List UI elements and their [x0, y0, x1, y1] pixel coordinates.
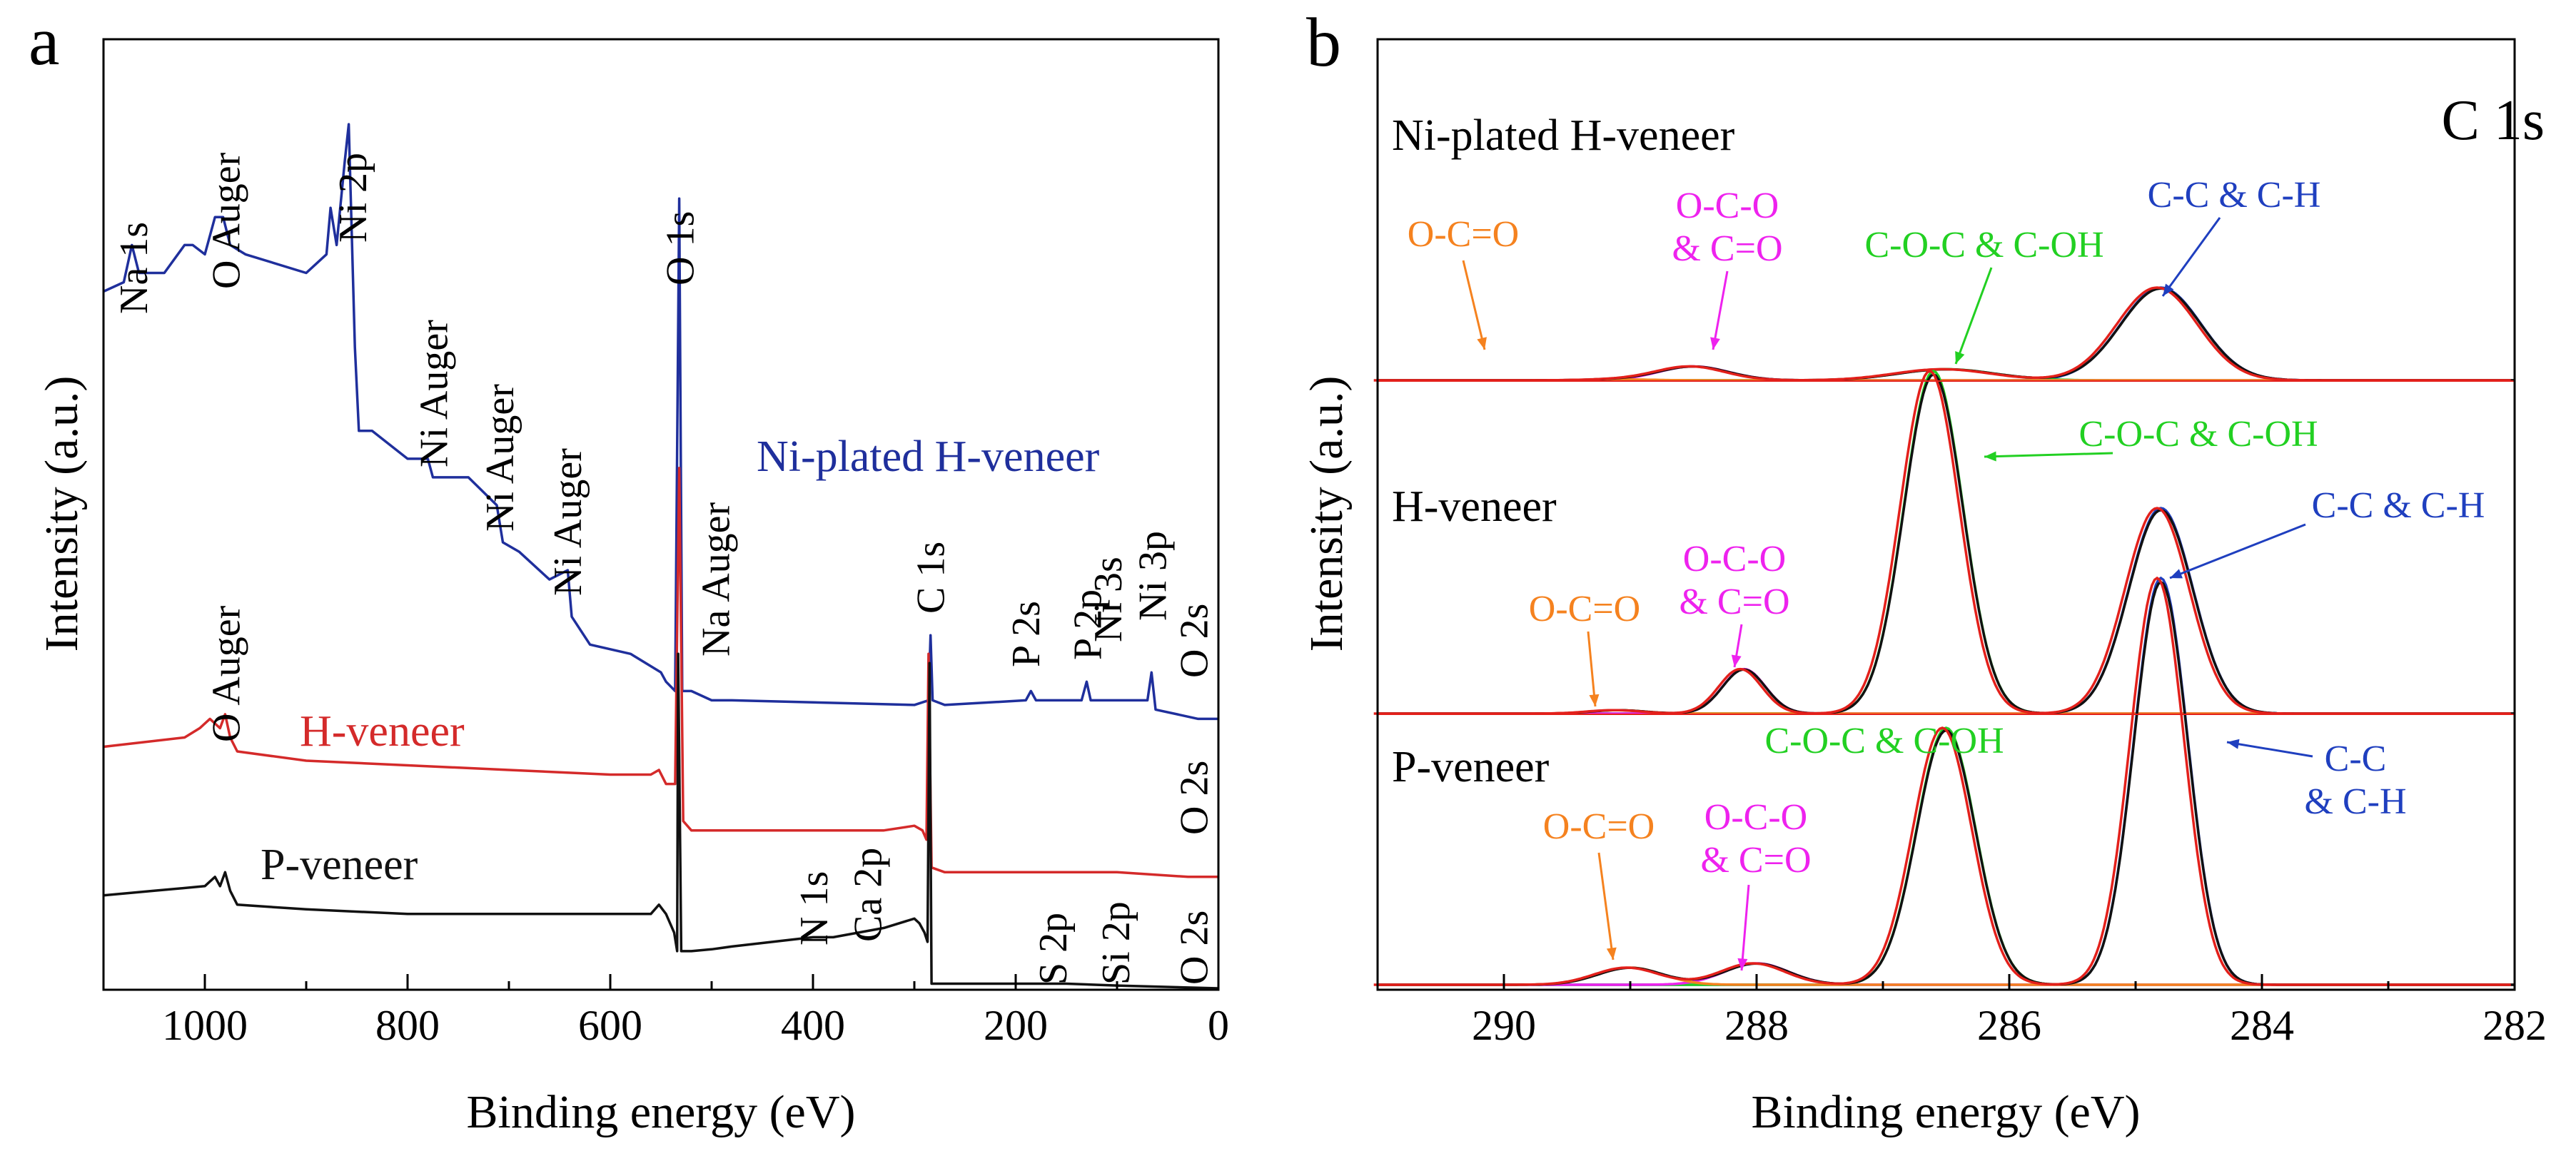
peak-label-4: Ni Auger — [478, 384, 522, 532]
peak-label-18: S 2p — [1031, 913, 1076, 985]
panel-b-frame — [1376, 38, 2516, 991]
panel-b-curves — [1373, 286, 2515, 986]
arrow-ni-occ — [1462, 260, 1486, 350]
arrow-ni-oco — [1712, 270, 1729, 350]
p-co-label: & C=O — [1700, 840, 1811, 881]
arrow-ni-coc-head — [1955, 351, 1965, 364]
arrow-h-occ — [1587, 631, 1597, 707]
peak-label-12: Ni 3p — [1131, 531, 1175, 621]
arrow-h-coc-head — [1984, 451, 1996, 462]
series-line-0 — [103, 123, 1218, 721]
h-coc-label: C-O-C & C-OH — [2079, 414, 2318, 455]
p-cc2-label: & C-H — [2305, 781, 2407, 822]
ni-co-label: & C=O — [1672, 228, 1782, 269]
a-tick-label-2: 600 — [578, 1002, 642, 1049]
peak-label-0: Na 1s — [112, 222, 156, 314]
peak-label-6: O 1s — [659, 211, 703, 285]
panel-a-frame — [102, 38, 1220, 991]
ni-coc-label: C-O-C & C-OH — [1864, 225, 2103, 265]
panel-a-series-group — [103, 123, 1219, 990]
arrow-h-cc-head — [2170, 569, 2183, 579]
panel-b-name-ni: Ni-plated H-veneer — [1392, 111, 1735, 160]
p-cc1-label: C-C — [2325, 739, 2387, 779]
peak-label-9: P 2s — [1004, 601, 1049, 667]
arrow-p-cc-head — [2227, 739, 2240, 749]
h-cc-label: C-C & C-H — [2312, 485, 2485, 526]
arrow-p-oco-head — [1737, 958, 1748, 970]
arrow-ni-cc-head — [2163, 283, 2174, 296]
arrow-ni-coc — [1954, 267, 1993, 365]
arrow-h-oco-head — [1731, 654, 1742, 667]
arrow-ni-oco-head — [1710, 337, 1720, 350]
arrow-h-occ-head — [1589, 694, 1600, 706]
p-coc-label: C-O-C & C-OH — [1764, 721, 2004, 761]
panel-b-label: b — [1306, 4, 1341, 81]
peak-label-20: O 2s — [1173, 911, 1217, 985]
arrow-ni-occ-head — [1477, 337, 1487, 350]
h-co-label: & C=O — [1679, 582, 1789, 622]
series-label-ni: Ni-plated H-veneer — [757, 432, 1100, 481]
p-occ-label: O-C=O — [1543, 806, 1655, 847]
panel-a-x-ticks: 1000 800 600 400 200 0 — [102, 974, 1229, 1049]
panel-b-title: C 1s — [2442, 89, 2545, 152]
arrow-p-cc — [2226, 741, 2313, 758]
a-tick-label-5: 0 — [1208, 1002, 1229, 1049]
peak-label-2: Ni 2p — [331, 153, 375, 243]
peak-label-1: O Auger — [204, 152, 248, 289]
panel-a-label: a — [29, 3, 60, 80]
arrow-p-oco — [1740, 884, 1750, 971]
peak-label-8: C 1s — [909, 542, 953, 614]
panel-b-name-h: H-veneer — [1392, 482, 1557, 531]
peak-label-16: N 1s — [792, 871, 837, 946]
peak-label-10: P 2p — [1066, 589, 1110, 660]
ni-oco-label: O-C-O — [1676, 186, 1779, 226]
arrow-p-occ-head — [1606, 947, 1617, 960]
b-tick-label-0: 290 — [1472, 1002, 1536, 1049]
panel-b-xlabel: Binding energy (eV) — [1752, 1086, 2141, 1138]
panel-a-annotations: Na 1s O Auger Ni 2p Ni Auger Ni Auger Ni Auge… — [112, 152, 1216, 985]
fit-2 — [1373, 576, 2511, 986]
b-tick-label-1: 288 — [1724, 1002, 1789, 1049]
arrow-p-occ — [1597, 852, 1615, 960]
peak-label-19: Si 2p — [1094, 901, 1138, 985]
h-occ-label: O-C=O — [1529, 589, 1640, 629]
arrow-h-cc — [2169, 523, 2306, 579]
series-line-1 — [103, 467, 1218, 878]
peak-label-3: Ni Auger — [413, 320, 457, 467]
peak-label-11: Ni 3s — [1086, 557, 1131, 642]
b-tick-label-2: 286 — [1977, 1002, 2041, 1049]
panel-a-xlabel: Binding energy (eV) — [467, 1086, 856, 1138]
panel-a-ylabel: Intensity (a.u.) — [36, 376, 88, 652]
a-tick-label-4: 200 — [984, 1002, 1048, 1049]
series-label-h: H-veneer — [300, 707, 465, 756]
b-tick-label-4: 282 — [2482, 1002, 2547, 1049]
panel-b-ylabel: Intensity (a.u.) — [1300, 376, 1353, 652]
h-oco-label: O-C-O — [1683, 539, 1786, 579]
panel-b-x-ticks: 290 288 286 284 282 — [1376, 974, 2547, 1049]
ni-cc-label: C-C & C-H — [2148, 175, 2321, 216]
ni-occ-label: O-C=O — [1408, 214, 1519, 255]
peak-label-5: Ni Auger — [546, 448, 590, 596]
b-tick-label-3: 284 — [2230, 1002, 2294, 1049]
series-line-2 — [103, 652, 1219, 990]
peak-label-13: O 2s — [1173, 604, 1217, 678]
panel-a: a Na 1s O Auger Ni 2p Ni Auger Ni Auger Ni Au… — [29, 3, 1229, 1138]
panel-b-arrows — [1462, 217, 2313, 971]
peak-label-15: O 2s — [1173, 761, 1217, 835]
peak-label-17: Ca 2p — [846, 848, 890, 942]
arrow-h-coc — [1984, 452, 2113, 458]
series-label-p: P-veneer — [261, 841, 418, 889]
peak-label-14: O Auger — [204, 605, 248, 742]
a-tick-label-1: 800 — [375, 1002, 440, 1049]
panel-b-name-p: P-veneer — [1392, 743, 1550, 791]
panel-b: b C 1s Ni-plated H-veneer H-veneer P-ven… — [1300, 4, 2547, 1138]
p-oco-label: O-C-O — [1704, 797, 1807, 838]
arrow-ni-cc — [2161, 217, 2221, 297]
a-tick-label-3: 400 — [781, 1002, 845, 1049]
peak-label-7: Na Auger — [694, 502, 738, 657]
a-tick-label-0: 1000 — [162, 1002, 248, 1049]
